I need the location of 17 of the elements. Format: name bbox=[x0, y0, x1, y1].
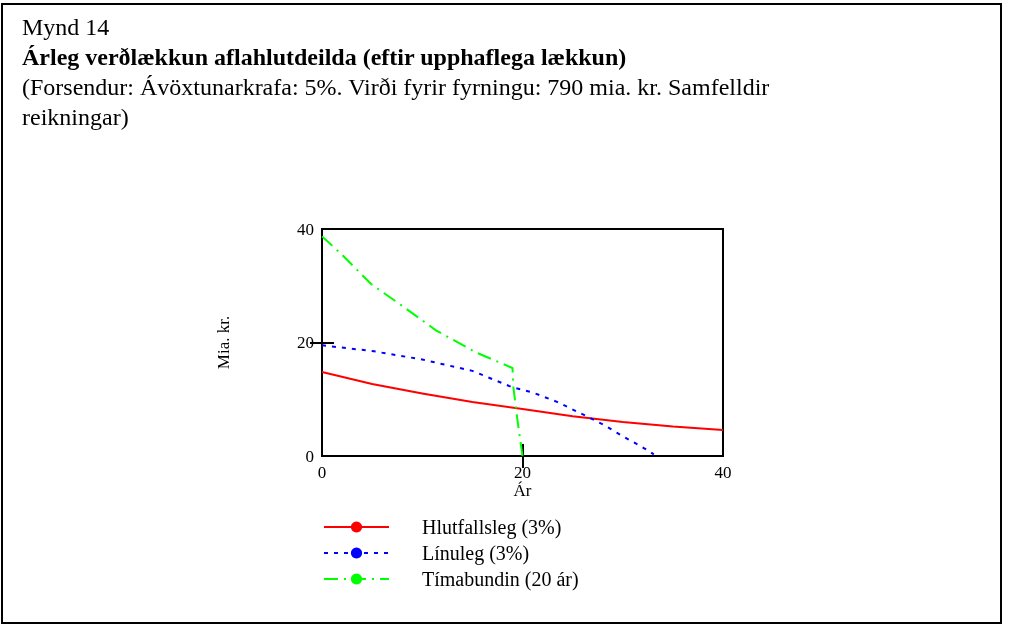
line-series bbox=[321, 235, 524, 457]
y-tick-label: 40 bbox=[297, 219, 314, 239]
legend-label: Línuleg (3%) bbox=[422, 542, 530, 565]
chart-title: Árleg verðlækkun aflahlutdeilda (eftir upphaflega lækkun) bbox=[22, 43, 628, 72]
legend-label: Hlutfallsleg (3%) bbox=[422, 516, 562, 539]
legend-label: Tímabundin (20 ár) bbox=[422, 568, 579, 591]
x-tick-label: 40 bbox=[714, 463, 732, 482]
x-tick-label: 0 bbox=[317, 463, 327, 482]
text: Mynd 14 bbox=[22, 13, 111, 42]
line-series bbox=[321, 371, 724, 431]
x-tick-label: 20 bbox=[514, 463, 531, 482]
y-axis-title: Mia. kr. bbox=[214, 315, 233, 370]
y-tick-label: 0 bbox=[305, 446, 314, 466]
y-tick-label: 20 bbox=[297, 333, 314, 352]
x-axis-title: Ár bbox=[513, 480, 532, 500]
line-series bbox=[321, 344, 655, 456]
chart-subtitle: (Forsendur: Ávöxtunarkrafa: 5%. Virði fyrir fyrningu: 790 mia. kr. Samfelldir reikningar) bbox=[22, 73, 771, 132]
